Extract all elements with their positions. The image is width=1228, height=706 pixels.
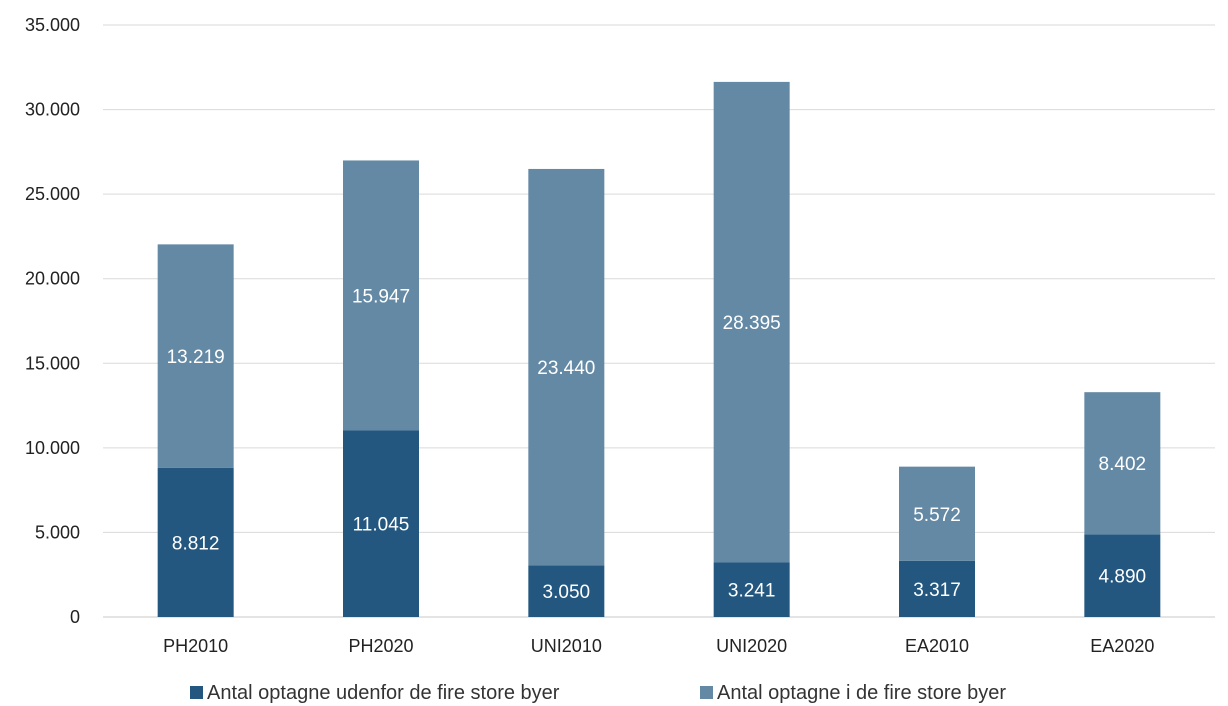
x-tick-label: EA2010 <box>905 636 969 656</box>
y-tick-label: 30.000 <box>25 100 80 120</box>
data-label: 23.440 <box>537 358 595 379</box>
bar-segment <box>899 560 975 617</box>
x-tick-label: UNI2010 <box>531 636 602 656</box>
legend-label: Antal optagne udenfor de fire store byer <box>207 682 560 704</box>
legend-swatch <box>190 686 203 699</box>
bar-segment <box>528 565 605 617</box>
bars: 8.812 13.219 11.045 15.947 3.050 23.440 3.241 2… <box>157 81 1161 617</box>
data-label: 8.812 <box>172 533 220 554</box>
y-tick-label: 10.000 <box>25 438 80 458</box>
y-tick-label: 15.000 <box>25 353 80 373</box>
data-label: 3.241 <box>728 581 776 602</box>
data-label: 5.572 <box>913 505 961 526</box>
y-tick-label: 0 <box>70 607 80 627</box>
data-label: 28.395 <box>723 313 781 334</box>
data-label: 4.890 <box>1099 567 1147 588</box>
bar-segment <box>899 466 975 561</box>
y-tick-label: 20.000 <box>25 269 80 289</box>
legend-label: Antal optagne i de fire store byer <box>717 682 1006 704</box>
bar-segment <box>343 160 419 431</box>
x-axis: PH2010 PH2020 UNI2010 UNI2020 EA2010 EA2020 <box>163 636 1154 656</box>
data-label: 3.317 <box>913 580 961 601</box>
bar-segment <box>343 430 419 617</box>
data-label: 11.045 <box>353 515 410 536</box>
gridlines <box>103 24 1215 618</box>
x-tick-label: EA2020 <box>1090 636 1154 656</box>
bar-segment <box>713 562 790 617</box>
legend-swatch <box>700 686 713 699</box>
data-label: 13.219 <box>167 347 225 368</box>
legend: Antal optagne udenfor de fire store byer… <box>190 682 1006 704</box>
y-tick-label: 25.000 <box>25 184 80 204</box>
data-label: 8.402 <box>1099 454 1147 475</box>
bar-segment <box>528 168 605 566</box>
y-axis: 0 5.000 10.000 15.000 20.000 25.000 30.000 35.0… <box>25 15 80 627</box>
x-tick-label: PH2020 <box>348 636 413 656</box>
bar-segment <box>713 81 790 563</box>
bar-segment <box>1084 392 1161 535</box>
bar-segment <box>157 467 234 617</box>
y-tick-label: 35.000 <box>25 15 80 35</box>
bar-segment <box>157 244 234 468</box>
x-tick-label: UNI2020 <box>716 636 787 656</box>
data-label: 3.050 <box>543 582 591 603</box>
x-tick-label: PH2010 <box>163 636 228 656</box>
y-tick-label: 5.000 <box>35 522 80 542</box>
data-label: 15.947 <box>352 286 410 307</box>
bar-segment <box>1084 534 1161 617</box>
